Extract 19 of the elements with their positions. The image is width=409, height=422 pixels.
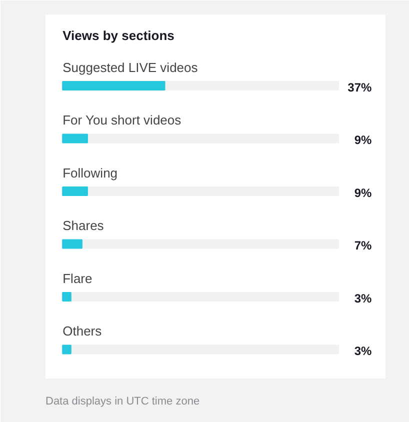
bar xyxy=(62,239,82,249)
data-label: 37% xyxy=(348,80,372,94)
text: Data displays in UTC time zone xyxy=(46,396,200,408)
data-label: 7% xyxy=(354,238,372,253)
data-label: 9% xyxy=(354,133,372,148)
y-tick-label: For You short videos xyxy=(62,112,182,128)
y-tick-label: Suggested LIVE videos xyxy=(62,60,198,75)
bar xyxy=(62,186,88,196)
data-label: 9% xyxy=(354,186,372,200)
data-label: 3% xyxy=(354,291,372,306)
chart-title: Views by sections xyxy=(62,28,174,44)
y-tick-label: Flare xyxy=(62,270,92,286)
bar xyxy=(62,134,88,144)
y-tick-label: Shares xyxy=(62,218,104,234)
y-tick-label: Following xyxy=(62,165,118,180)
y-tick-label: Others xyxy=(62,324,102,339)
bar xyxy=(62,292,72,302)
bar xyxy=(62,344,72,354)
data-label: 3% xyxy=(354,344,372,358)
